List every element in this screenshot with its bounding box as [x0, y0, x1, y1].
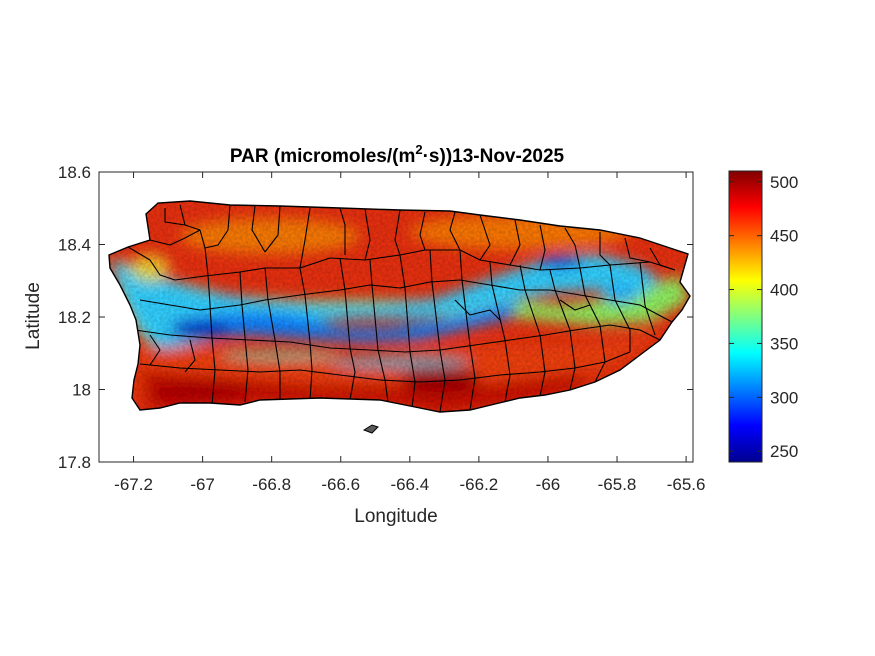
- colorbar-tick-label: 450: [770, 227, 798, 246]
- colorbar-tick-label: 250: [770, 442, 798, 461]
- colorbar: 250 300 350 400 450 500: [728, 170, 798, 463]
- x-axis-label: Longitude: [354, 506, 437, 527]
- x-tick-label: -65.8: [598, 475, 637, 494]
- x-tick-label: -65.6: [667, 475, 706, 494]
- x-tick-label: -66.8: [252, 475, 291, 494]
- colorbar-tick-label: 400: [770, 281, 798, 300]
- colorbar-ticks: 250 300 350 400 450 500: [729, 173, 798, 461]
- x-tick-label: -66.4: [390, 475, 429, 494]
- plot-area: -67.2 -67 -66.8 -66.6 -66.4 -66.2 -66 -65.8 -65.…: [58, 163, 706, 494]
- colorbar-gradient: [728, 170, 763, 463]
- municipal-boundaries: [127, 204, 676, 412]
- x-tick-label: -67: [190, 475, 215, 494]
- y-tick-label: 18: [72, 381, 91, 400]
- islet: [362, 424, 379, 434]
- y-axis-ticks: 17.8 18 18.2 18.4 18.6: [58, 163, 693, 472]
- colorbar-tick-label: 350: [770, 334, 798, 353]
- x-tick-label: -66.2: [460, 475, 499, 494]
- x-tick-label: -67.2: [114, 475, 153, 494]
- x-axis-ticks: -67.2 -67 -66.8 -66.6 -66.4 -66.2 -66 -65.8 -65.…: [114, 172, 705, 494]
- y-tick-label: 17.8: [58, 453, 91, 472]
- y-tick-label: 18.4: [58, 236, 91, 255]
- colorbar-tick-label: 300: [770, 388, 798, 407]
- x-tick-label: -66.6: [321, 475, 360, 494]
- y-axis-label: Latitude: [23, 282, 44, 350]
- chart-title: PAR (micromoles/(m2·s))13-Nov-2025: [230, 142, 565, 167]
- colorbar-tick-label: 500: [770, 173, 798, 192]
- x-tick-label: -66: [536, 475, 561, 494]
- par-heatmap: [109, 201, 690, 412]
- y-tick-label: 18.2: [58, 308, 91, 327]
- y-tick-label: 18.6: [58, 163, 91, 182]
